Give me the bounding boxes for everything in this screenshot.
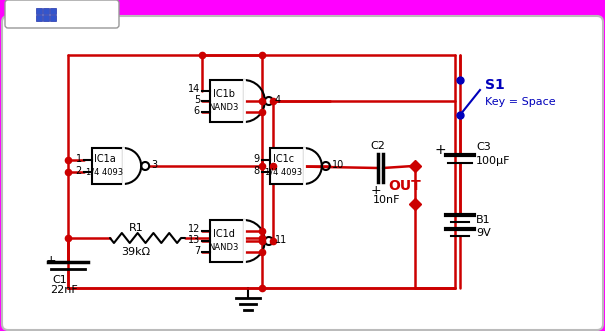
- Text: +: +: [434, 143, 446, 157]
- Text: B1: B1: [476, 215, 491, 225]
- Text: ☝: ☝: [12, 8, 20, 21]
- Text: 1/4 4093: 1/4 4093: [86, 167, 123, 176]
- Text: 7: 7: [194, 246, 200, 256]
- Bar: [43, 8, 49, 14]
- Text: 39kΩ: 39kΩ: [122, 247, 151, 257]
- Bar: [50, 15, 56, 21]
- Text: 1/4 4093: 1/4 4093: [265, 167, 302, 176]
- Bar: [36, 8, 42, 14]
- Text: 8: 8: [254, 166, 260, 176]
- Text: 4: 4: [275, 95, 281, 105]
- Text: OUT: OUT: [388, 179, 420, 193]
- FancyBboxPatch shape: [2, 16, 603, 330]
- Bar: [210, 80, 244, 122]
- Text: 14: 14: [188, 84, 200, 94]
- Text: 3: 3: [151, 160, 157, 170]
- Text: 22nF: 22nF: [50, 285, 78, 295]
- Text: +: +: [371, 183, 381, 197]
- Bar: [92, 148, 123, 184]
- Text: 9V: 9V: [476, 228, 491, 238]
- Text: 5: 5: [194, 95, 200, 105]
- Text: 10: 10: [332, 160, 344, 170]
- Text: 9: 9: [254, 154, 260, 164]
- Bar: [210, 220, 244, 262]
- Text: C2: C2: [370, 141, 385, 151]
- Bar: [36, 15, 42, 21]
- Text: Key = Space: Key = Space: [485, 97, 555, 107]
- Text: →: →: [23, 8, 33, 21]
- Text: IC1c: IC1c: [273, 154, 294, 164]
- Text: NAND3: NAND3: [208, 103, 239, 112]
- Bar: [43, 15, 49, 21]
- Text: 14.0: 14.0: [65, 7, 96, 21]
- Text: +: +: [46, 254, 57, 266]
- Bar: [270, 148, 304, 184]
- Text: C3: C3: [476, 142, 491, 152]
- FancyBboxPatch shape: [5, 0, 119, 28]
- Text: 12: 12: [188, 224, 200, 234]
- Text: 6: 6: [194, 106, 200, 116]
- Text: IC1a: IC1a: [94, 154, 116, 164]
- Text: 13: 13: [188, 235, 200, 245]
- Text: 2: 2: [76, 166, 82, 176]
- Bar: [50, 8, 56, 14]
- Text: IC1b: IC1b: [212, 89, 235, 99]
- Text: 1: 1: [76, 154, 82, 164]
- Text: C1: C1: [52, 275, 67, 285]
- Text: NAND3: NAND3: [208, 243, 239, 252]
- Text: 11: 11: [275, 235, 287, 245]
- Text: R1: R1: [129, 223, 143, 233]
- Text: S1: S1: [485, 78, 505, 92]
- Text: 100μF: 100μF: [476, 156, 511, 166]
- Text: IC1d: IC1d: [212, 229, 235, 239]
- Text: 10nF: 10nF: [373, 195, 401, 205]
